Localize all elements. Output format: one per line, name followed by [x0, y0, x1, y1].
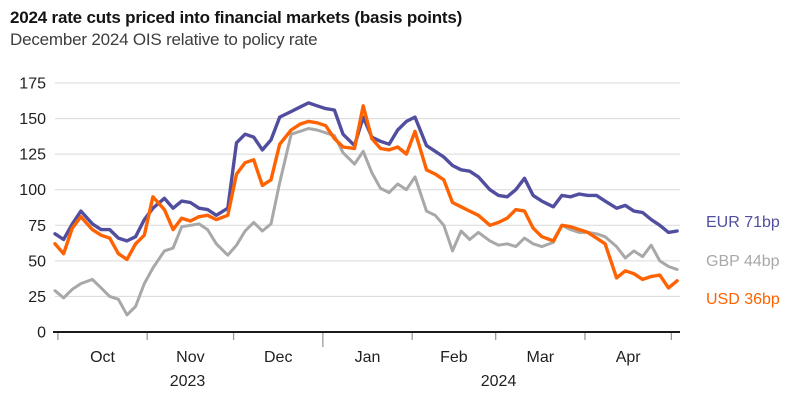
- y-tick-label-125: 125: [19, 147, 46, 164]
- legend-label-usd: USD 36bp: [706, 291, 780, 308]
- y-tick-label-50: 50: [28, 253, 46, 270]
- y-tick-label-150: 150: [19, 111, 46, 128]
- month-label-oct: Oct: [90, 349, 115, 366]
- series-line-gbp: [53, 127, 679, 317]
- chart-subtitle: December 2024 OIS relative to policy rat…: [10, 30, 318, 49]
- month-label-mar: Mar: [527, 349, 555, 366]
- y-tick-label-25: 25: [28, 289, 46, 306]
- chart-title: 2024 rate cuts priced into financial mar…: [10, 8, 463, 27]
- series-line-usd: [53, 104, 679, 290]
- legend-label-gbp: GBP 44bp: [706, 253, 780, 270]
- year-label-2024: 2024: [481, 373, 517, 390]
- y-tick-label-0: 0: [37, 325, 46, 342]
- year-label-2023: 2023: [170, 373, 206, 390]
- month-label-nov: Nov: [176, 349, 204, 366]
- chart-legend: EUR 71bp GBP 44bp USD 36bp: [706, 0, 800, 412]
- month-label-feb: Feb: [440, 349, 468, 366]
- y-tick-label-175: 175: [19, 76, 46, 93]
- legend-label-eur: EUR 71bp: [706, 214, 780, 231]
- month-label-apr: Apr: [616, 349, 642, 366]
- y-tick-label-75: 75: [28, 218, 46, 235]
- month-label-jan: Jan: [355, 349, 381, 366]
- y-tick-label-100: 100: [19, 182, 46, 199]
- month-label-dec: Dec: [264, 349, 292, 366]
